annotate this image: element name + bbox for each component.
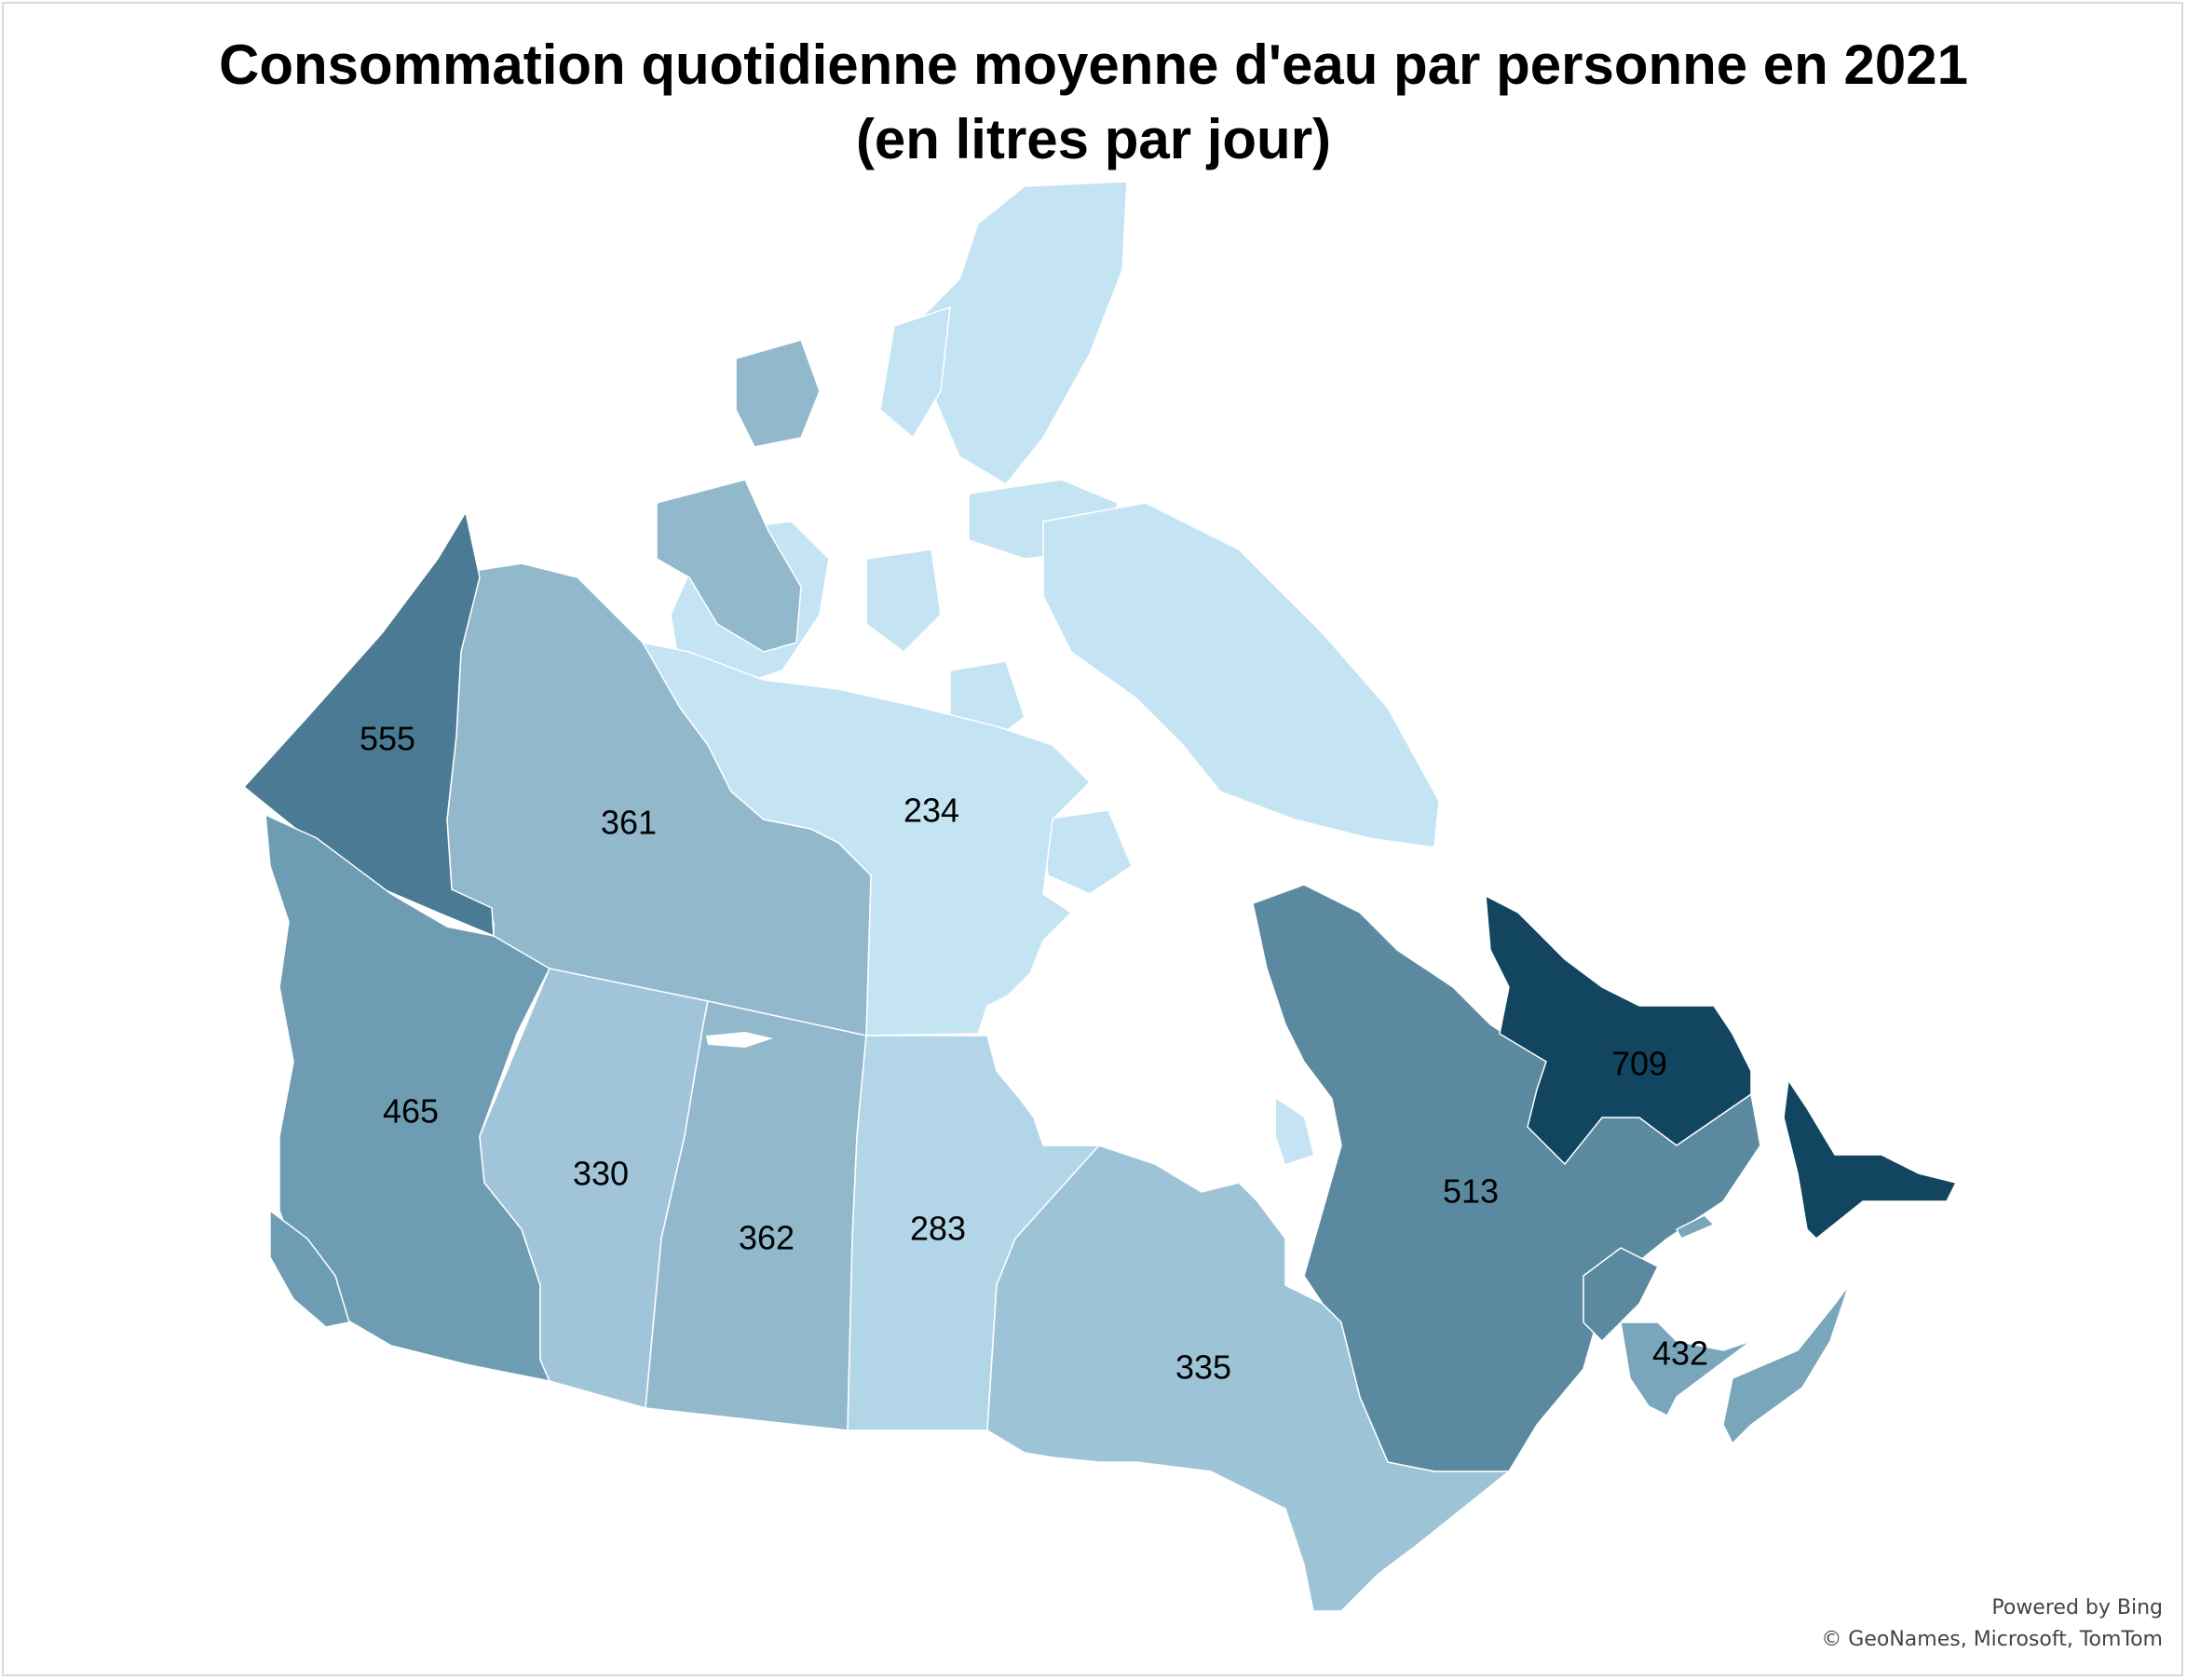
value-label-maritimes: 432 (1652, 1335, 1708, 1373)
powered-by-bing: Powered by Bing (1991, 1596, 2163, 1619)
banks-island (656, 479, 802, 653)
somerset-island (865, 549, 942, 653)
region-maritimes[interactable] (1620, 1321, 1752, 1417)
value-label-yukon: 555 (360, 720, 415, 758)
hudson-bay (987, 903, 1341, 1239)
newfoundland-island (1783, 1077, 1958, 1240)
value-label-nunavut: 234 (903, 792, 959, 830)
value-label-british-columbia: 465 (383, 1092, 439, 1131)
value-label-alberta: 330 (573, 1155, 629, 1193)
baffin-island (1042, 502, 1440, 848)
value-label-quebec: 513 (1443, 1172, 1499, 1211)
melville-island (735, 339, 821, 448)
great-bear-lake (706, 1032, 773, 1048)
vancouver-island (269, 1209, 350, 1328)
region-labels: 555 361 234 465 330 362 283 335 513 709 … (360, 720, 1708, 1387)
ellesmere-island (921, 181, 1128, 485)
prince-edward-island (1675, 1214, 1716, 1240)
southampton-island (1042, 809, 1133, 895)
james-bay-island (1276, 1099, 1313, 1164)
value-label-northwest-territories: 361 (601, 804, 657, 842)
map-title-line-2: (en litres par jour) (855, 108, 1332, 170)
nova-scotia (1722, 1284, 1850, 1445)
value-label-manitoba: 283 (910, 1210, 966, 1248)
copyright-notice: © GeoNames, Microsoft, TomTom (1821, 1628, 2163, 1651)
region-newfoundland-and-labrador[interactable] (1485, 894, 1752, 1166)
region-yukon[interactable] (242, 509, 495, 938)
map-title: Consommation quotidienne moyenne d'eau p… (0, 28, 2187, 177)
map-attribution: Powered by Bing © GeoNames, Microsoft, T… (1821, 1592, 2163, 1656)
value-label-newfoundland-and-labrador: 709 (1611, 1045, 1667, 1083)
anticosti-gaspe (1583, 1247, 1660, 1343)
region-ontario[interactable] (986, 1145, 1512, 1612)
map-title-line-1: Consommation quotidienne moyenne d'eau p… (219, 34, 1968, 96)
axel-heiberg-island (879, 305, 951, 440)
value-label-saskatchewan: 362 (739, 1219, 795, 1257)
value-label-ontario: 335 (1175, 1348, 1231, 1387)
